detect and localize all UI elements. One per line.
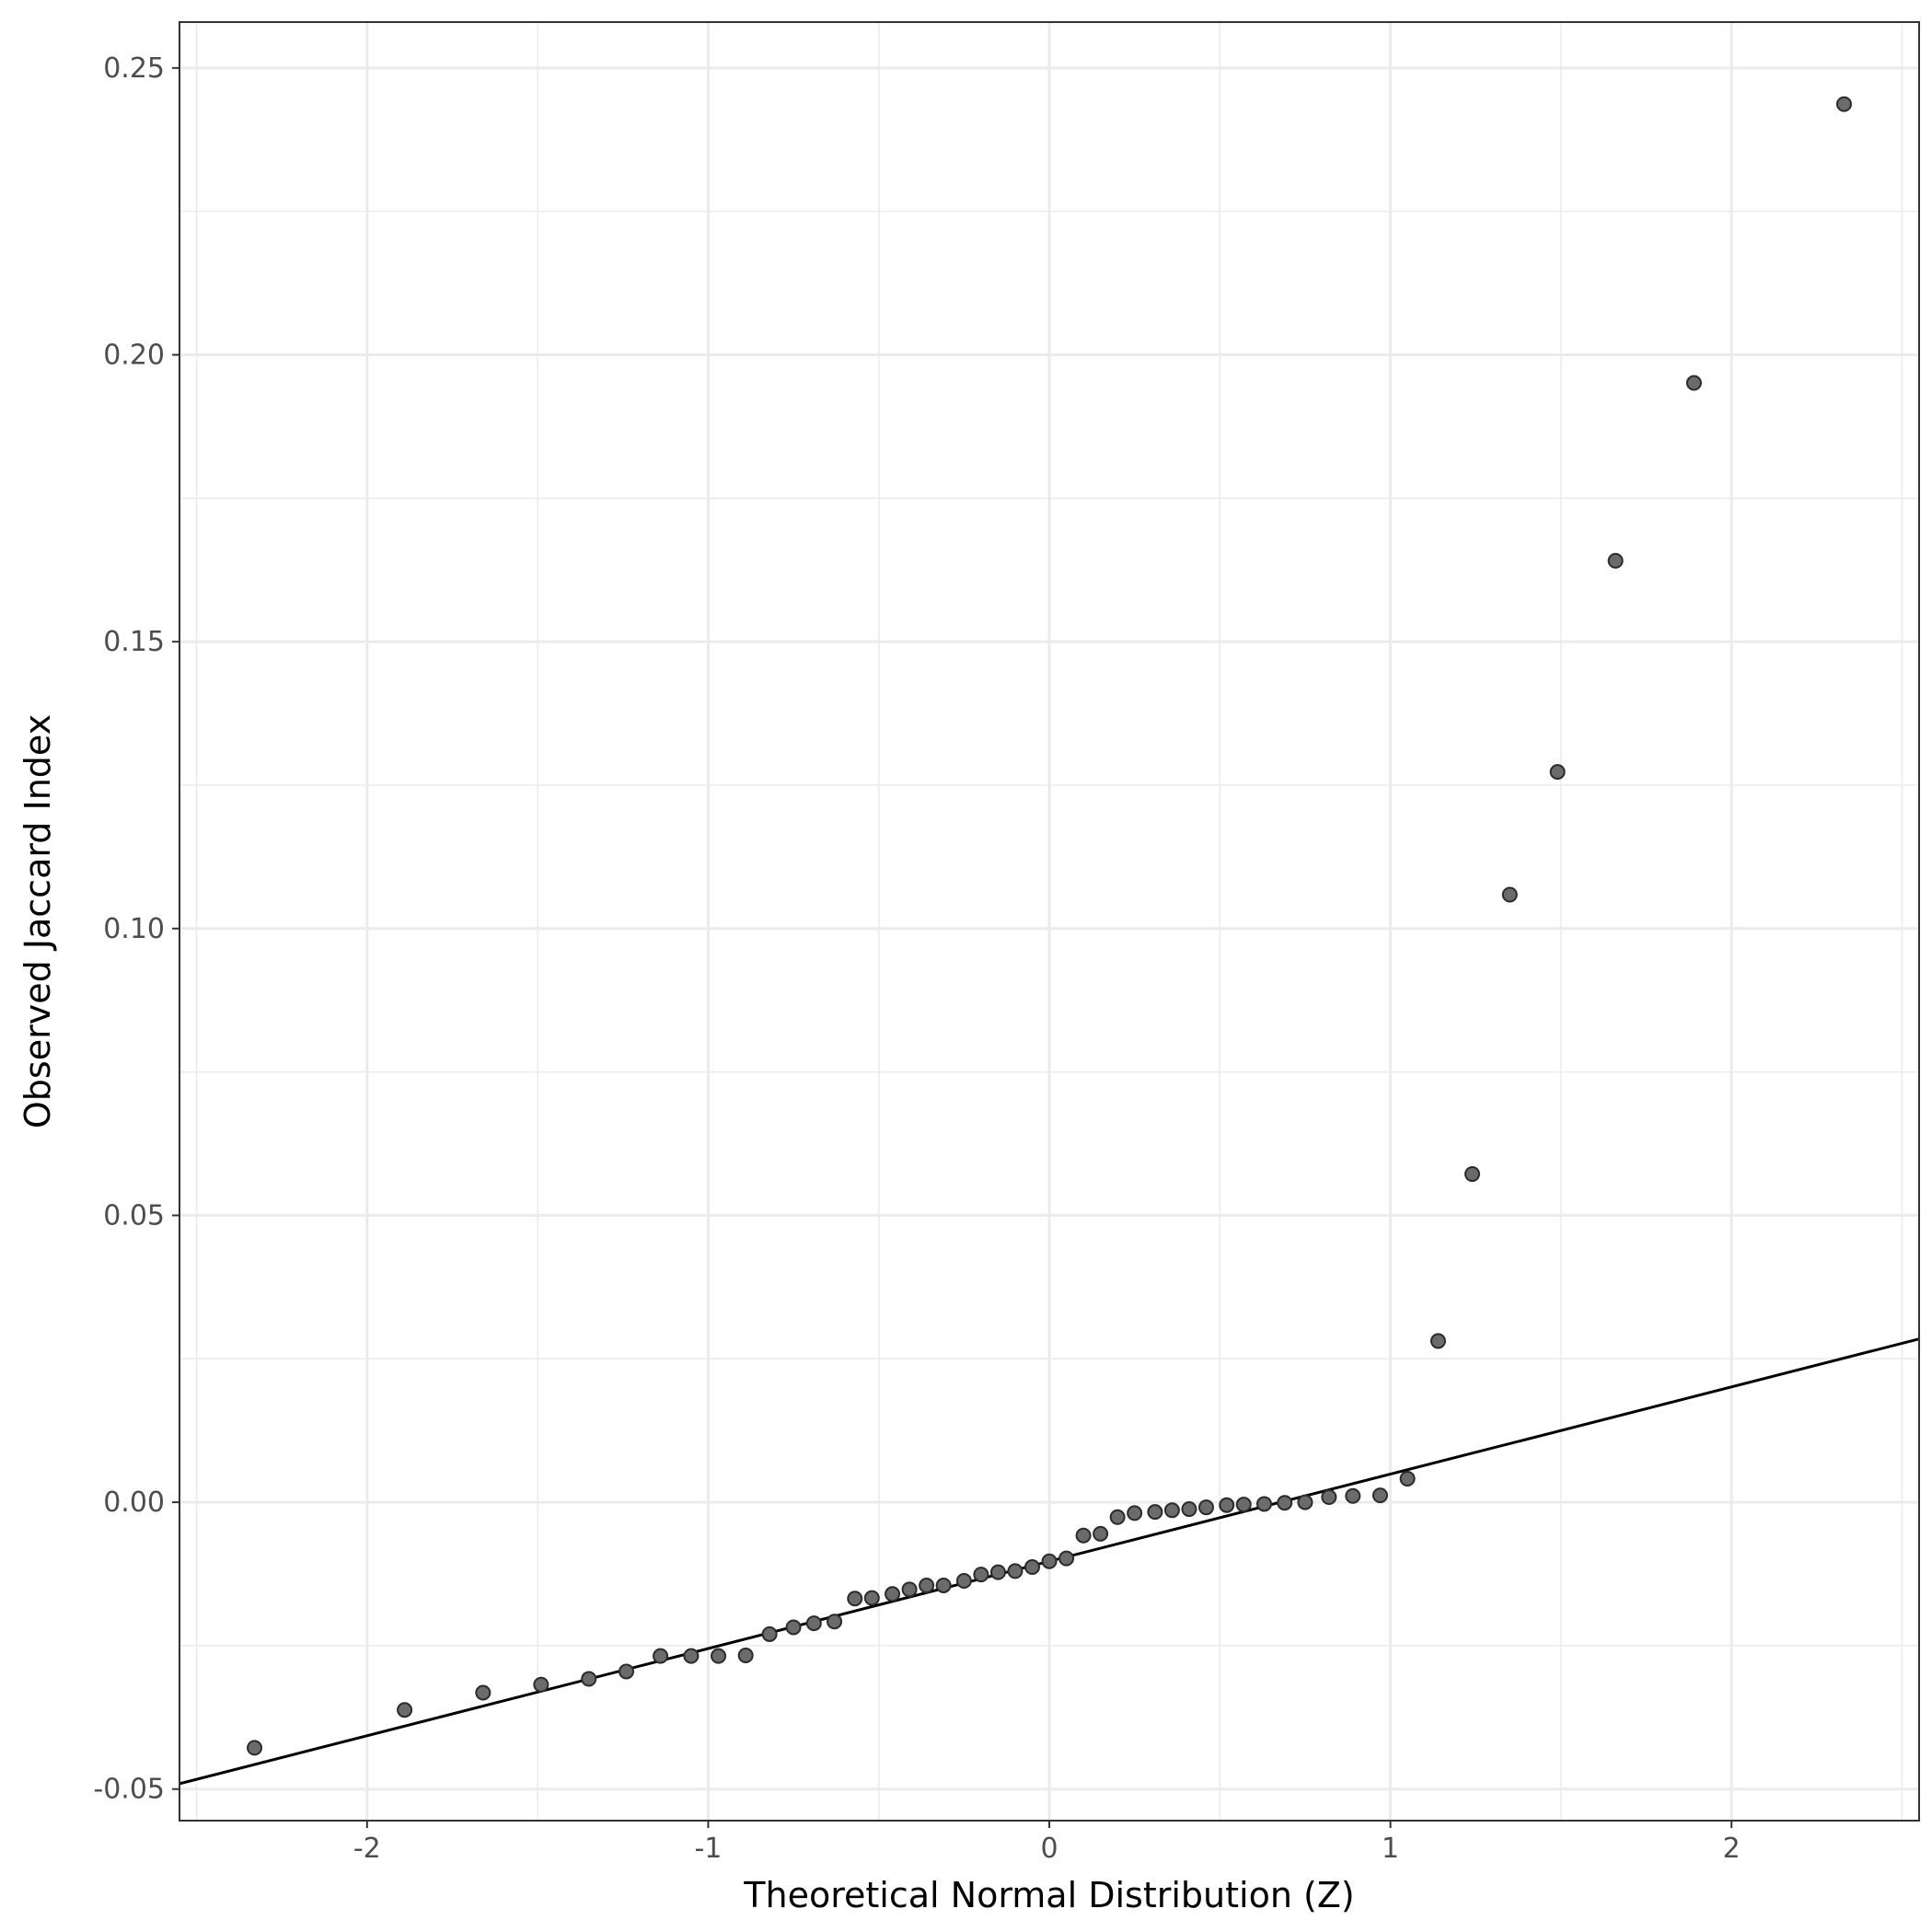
data-point <box>1197 1499 1214 1516</box>
data-point <box>1345 1487 1361 1504</box>
data-point <box>805 1615 822 1632</box>
y-tick-label: 0.20 <box>103 340 165 372</box>
data-point <box>989 1564 1006 1580</box>
data-point <box>533 1676 550 1693</box>
data-point <box>737 1647 754 1663</box>
x-tick-label: -1 <box>694 1833 722 1865</box>
data-point <box>973 1567 989 1583</box>
data-point <box>1297 1494 1313 1510</box>
data-point <box>955 1572 972 1589</box>
data-point <box>711 1648 727 1664</box>
y-tick-label: 0.10 <box>103 913 165 945</box>
y-tick-label: -0.05 <box>93 1774 165 1806</box>
x-tick-label: 1 <box>1382 1833 1399 1865</box>
data-point <box>1163 1502 1180 1519</box>
data-point <box>247 1740 263 1756</box>
data-point <box>1549 764 1566 781</box>
y-tick-label: 0.25 <box>103 52 165 85</box>
data-point <box>1835 96 1852 112</box>
data-point <box>1181 1501 1197 1518</box>
data-point <box>618 1663 634 1680</box>
y-axis-title: Observed Jaccard Index <box>17 714 58 1128</box>
data-point <box>1321 1488 1337 1505</box>
data-point <box>1685 375 1702 391</box>
data-point <box>1464 1166 1481 1183</box>
data-point <box>901 1581 918 1598</box>
x-tick-label: 2 <box>1723 1833 1741 1865</box>
y-axis: -0.05 0.00 0.05 0.10 0.15 0.20 0.25 <box>93 52 179 1806</box>
data-point <box>827 1614 843 1630</box>
data-point <box>935 1577 952 1593</box>
data-point <box>1007 1563 1024 1579</box>
data-point <box>1607 552 1624 569</box>
data-point <box>581 1671 597 1687</box>
data-point <box>863 1590 880 1606</box>
data-point <box>1147 1504 1163 1521</box>
data-point <box>1501 886 1518 903</box>
data-point <box>785 1619 802 1636</box>
data-point <box>475 1684 492 1701</box>
y-tick-label: 0.15 <box>103 626 165 658</box>
data-point <box>397 1702 413 1718</box>
data-point <box>1127 1505 1143 1521</box>
data-point <box>1109 1509 1126 1525</box>
y-tick-label: 0.00 <box>103 1487 165 1519</box>
data-point <box>1429 1333 1446 1349</box>
data-point <box>1399 1471 1416 1487</box>
data-point <box>761 1625 778 1642</box>
data-point <box>1219 1497 1235 1513</box>
data-point <box>1024 1559 1040 1576</box>
data-point <box>885 1586 901 1602</box>
x-tick-label: -2 <box>353 1833 381 1865</box>
data-point <box>1041 1553 1058 1569</box>
y-tick-label: 0.05 <box>103 1199 165 1232</box>
data-point <box>1255 1496 1272 1512</box>
data-point <box>683 1648 700 1664</box>
data-point <box>1277 1495 1293 1511</box>
x-tick-label: 0 <box>1040 1833 1058 1865</box>
data-point <box>1059 1550 1075 1567</box>
grid-lines <box>179 22 1919 1821</box>
x-axis: -2 -1 0 1 2 <box>353 1821 1741 1865</box>
data-point <box>1093 1525 1109 1542</box>
data-point <box>1075 1527 1092 1544</box>
data-points <box>247 96 1852 1756</box>
x-axis-title: Theoretical Normal Distribution (Z) <box>743 1875 1354 1915</box>
data-point <box>919 1577 935 1593</box>
data-point <box>1371 1487 1388 1504</box>
data-point <box>847 1591 863 1607</box>
data-point <box>653 1648 669 1664</box>
data-point <box>1235 1497 1252 1513</box>
